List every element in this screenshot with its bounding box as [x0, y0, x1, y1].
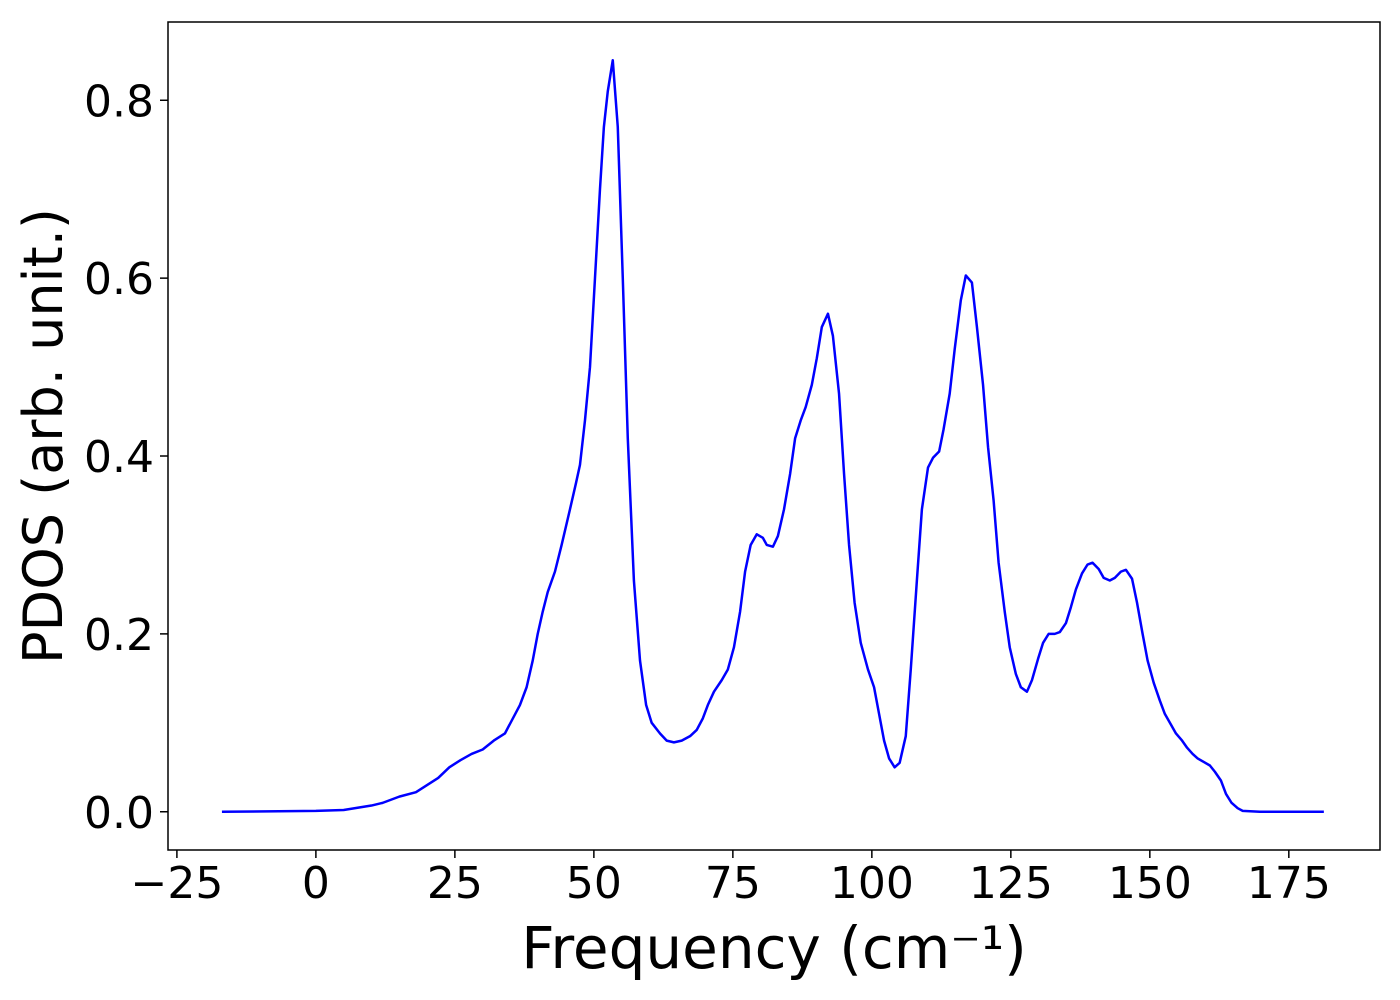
y-tick-label: 0.6: [84, 254, 154, 305]
x-tick-label: 175: [1247, 858, 1331, 909]
y-axis-label: PDOS (arb. unit.): [12, 208, 75, 664]
x-axis-label: Frequency (cm⁻¹): [521, 914, 1027, 982]
y-tick-label: 0.4: [84, 432, 154, 483]
pdos-line: [221, 58, 1324, 814]
x-tick-label: 100: [830, 858, 914, 909]
x-tick-label: 0: [302, 858, 330, 909]
x-tick-label: 50: [566, 858, 622, 909]
y-tick-label: 0.2: [84, 610, 154, 661]
y-tick-label: 0.8: [84, 76, 154, 127]
x-tick-label: 25: [427, 858, 483, 909]
x-tick-label: 125: [969, 858, 1053, 909]
y-tick-label: 0.0: [84, 788, 154, 839]
x-tick-label: 75: [705, 858, 761, 909]
x-tick-label: 150: [1108, 858, 1192, 909]
plot-frame: [167, 21, 1381, 851]
x-tick-label: −25: [130, 858, 223, 909]
